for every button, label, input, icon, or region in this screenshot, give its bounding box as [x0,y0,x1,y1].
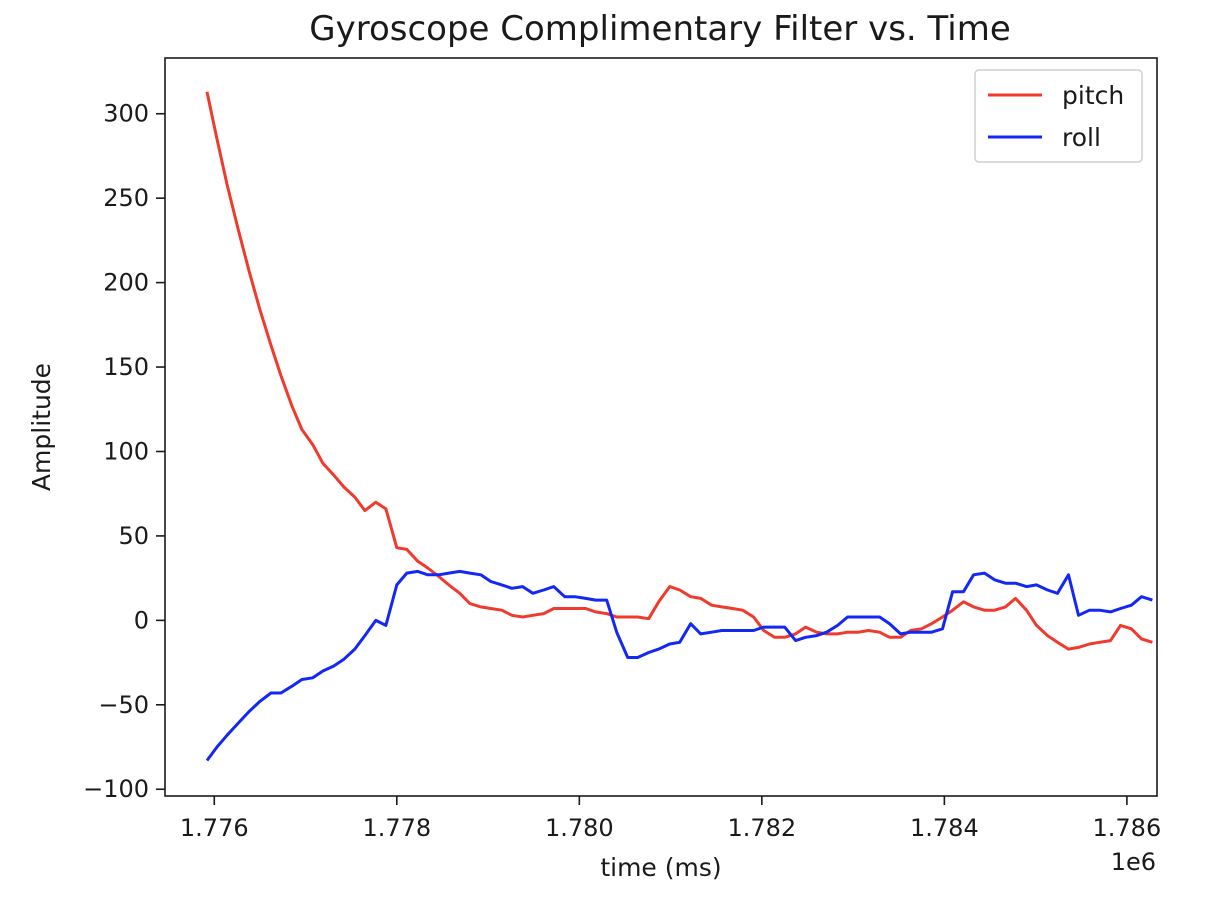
x-tick-label: 1.778 [362,814,431,842]
y-tick-label: 100 [103,437,149,465]
y-tick-label: 250 [103,184,149,212]
x-tick-label: 1.786 [1093,814,1162,842]
plot-frame [164,57,1158,797]
y-tick-label: −100 [83,775,149,803]
plot-area [164,57,1158,797]
y-tick-label: 200 [103,269,149,297]
series-line-roll [205,569,1153,762]
x-tick-label: 1.776 [180,814,249,842]
legend-label-roll: roll [1062,123,1101,152]
legend: pitch roll [974,69,1143,163]
legend-label-pitch: pitch [1062,81,1124,110]
legend-frame [974,69,1143,163]
series-line-pitch [205,91,1153,651]
y-tick-label: −50 [98,691,149,719]
y-tick-label: 300 [103,100,149,128]
x-tick-label: 1.780 [545,814,614,842]
x-tick-label: 1.782 [727,814,796,842]
x-tick-label: 1.784 [910,814,979,842]
y-tick-label: 0 [134,606,149,634]
y-tick-label: 150 [103,353,149,381]
y-tick-label: 50 [118,522,149,550]
x-axis: 1.776 1.778 1.780 1.782 1.784 1.786 [180,796,1161,842]
x-axis-label: time (ms) [600,853,721,882]
x-offset-label: 1e6 [1111,848,1156,876]
y-axis-label: Amplitude [27,363,56,491]
y-axis: −100 −50 0 50 100 150 200 250 300 [83,100,165,803]
chart-title: Gyroscope Complimentary Filter vs. Time [309,9,1010,49]
